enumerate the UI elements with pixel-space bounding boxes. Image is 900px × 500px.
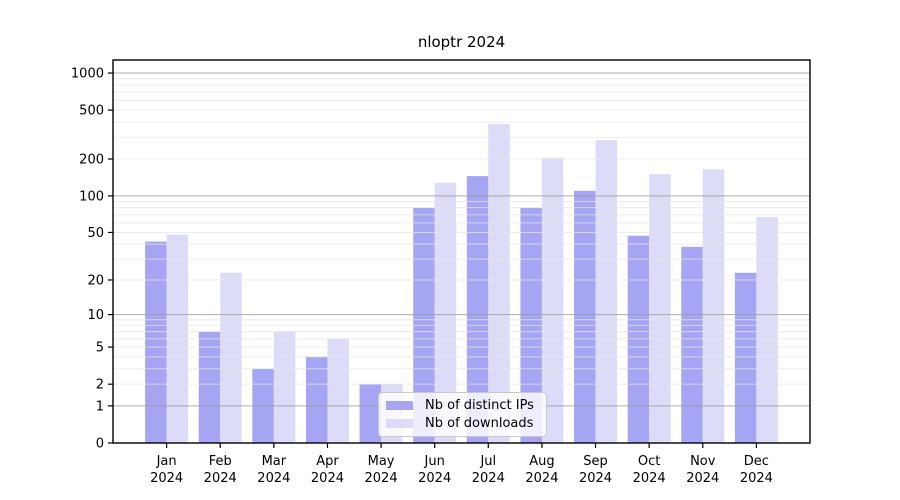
- x-tick-label-month: Apr: [316, 454, 339, 469]
- x-tick-label-year: 2024: [257, 471, 290, 486]
- x-tick-label-year: 2024: [686, 471, 719, 486]
- bar-distinct-ips-feb: [198, 331, 221, 443]
- y-tick-label: 500: [79, 104, 104, 119]
- bar-distinct-ips-oct: [627, 235, 650, 443]
- bar-downloads-jul: [488, 124, 510, 443]
- bar-distinct-ips-nov: [681, 246, 703, 443]
- y-tick-label: 20: [87, 273, 104, 288]
- x-tick-label-month: Feb: [209, 454, 232, 469]
- legend-swatch-distinct-ips: [386, 401, 413, 411]
- x-tick-label-month: Aug: [529, 454, 554, 469]
- x-tick-label-month: Oct: [638, 454, 660, 469]
- legend-swatch-downloads: [386, 418, 413, 428]
- x-tick-label-month: Jan: [156, 454, 177, 469]
- bar-downloads-aug: [541, 157, 564, 443]
- x-tick-label-year: 2024: [740, 471, 773, 486]
- bar-downloads-oct: [649, 174, 671, 443]
- bar-downloads-nov: [702, 169, 725, 443]
- y-tick-label: 2: [96, 378, 104, 393]
- bar-distinct-ips-apr: [305, 356, 328, 443]
- y-tick-label: 0: [96, 437, 104, 452]
- legend-item-downloads: Nb of downloads: [386, 415, 539, 432]
- x-tick-label-month: Jun: [424, 454, 445, 469]
- x-tick-label-year: 2024: [365, 471, 398, 486]
- legend-label-distinct-ips: Nb of distinct IPs: [425, 398, 534, 414]
- x-tick-label-month: Mar: [262, 454, 287, 469]
- y-tick-label: 100: [79, 189, 104, 204]
- bar-distinct-ips-jan: [145, 241, 167, 443]
- x-tick-label-year: 2024: [525, 471, 558, 486]
- y-tick-label: 5: [96, 341, 104, 356]
- bar-downloads-jun: [434, 182, 457, 443]
- chart-title: nloptr 2024: [417, 33, 506, 51]
- x-tick-label-month: Sep: [583, 454, 608, 469]
- bar-distinct-ips-may: [359, 384, 382, 443]
- y-tick-label: 10: [87, 308, 104, 323]
- plot-area: [112, 59, 811, 444]
- x-tick-label-year: 2024: [311, 471, 344, 486]
- legend: Nb of distinct IPs Nb of downloads: [378, 392, 547, 437]
- x-tick-label-month: Jul: [479, 454, 496, 469]
- bar-distinct-ips-dec: [734, 272, 757, 443]
- x-tick-label-year: 2024: [472, 471, 505, 486]
- x-tick-label-year: 2024: [633, 471, 666, 486]
- bar-distinct-ips-sep: [574, 190, 596, 443]
- bar-downloads-sep: [595, 140, 618, 443]
- x-tick-label-month: Dec: [744, 454, 769, 469]
- x-tick-label-year: 2024: [150, 471, 183, 486]
- bar-distinct-ips-jul: [466, 176, 489, 443]
- legend-item-distinct-ips: Nb of distinct IPs: [386, 397, 539, 414]
- y-tick-label: 1: [96, 399, 104, 414]
- y-tick-label: 1000: [71, 67, 104, 82]
- x-tick-label-year: 2024: [418, 471, 451, 486]
- x-tick-label-month: Nov: [690, 454, 716, 469]
- bar-downloads-dec: [756, 217, 778, 443]
- y-tick-label: 50: [87, 226, 104, 241]
- x-tick-label-year: 2024: [579, 471, 612, 486]
- bar-downloads-feb: [220, 272, 242, 443]
- y-tick-label: 200: [79, 153, 104, 168]
- x-tick-label-month: May: [368, 454, 395, 469]
- bar-downloads-mar: [273, 331, 296, 443]
- bar-downloads-apr: [327, 338, 349, 443]
- x-tick-label-year: 2024: [204, 471, 237, 486]
- legend-label-downloads: Nb of downloads: [425, 415, 534, 431]
